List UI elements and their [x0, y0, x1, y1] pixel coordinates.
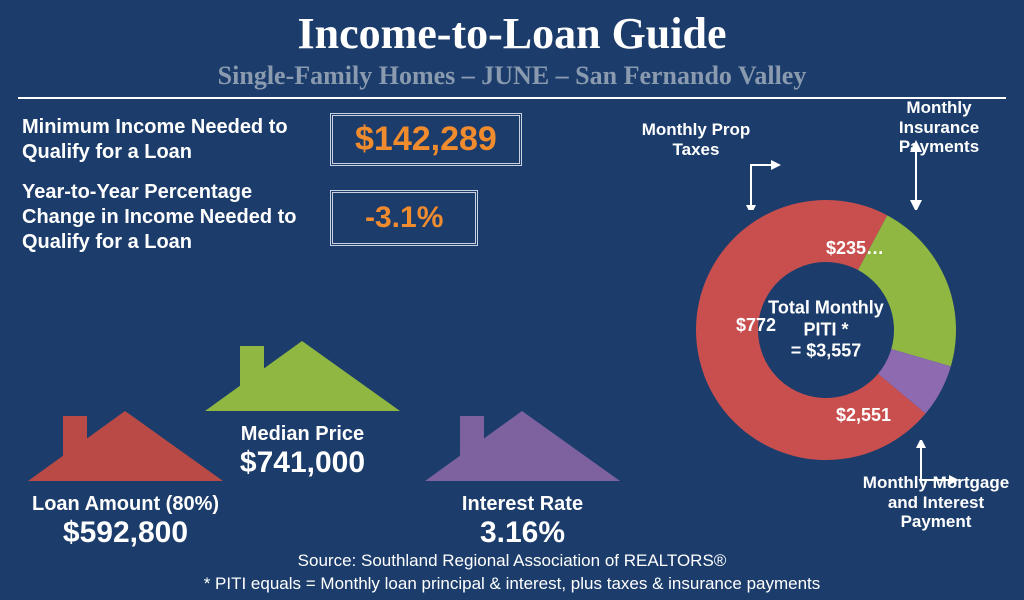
footer-source: Source: Southland Regional Association o…: [0, 550, 1024, 573]
donut-center-title: Total Monthly PITI *: [761, 298, 891, 341]
callout-insurance: Monthly Insurance Payments: [864, 98, 1014, 157]
yoy-label: Year-to-Year Percentage Change in Income…: [22, 180, 312, 255]
slice-label-taxes: $772: [736, 315, 776, 336]
min-income-label: Minimum Income Needed to Qualify for a L…: [22, 115, 312, 165]
yoy-value: -3.1%: [330, 190, 478, 246]
house-median: Median Price $741,000: [185, 341, 420, 480]
house-median-value: $741,000: [185, 446, 420, 480]
slice-label-insurance: $235…: [826, 238, 884, 259]
houses-row: Loan Amount (80%) $592,800 Median Price …: [0, 290, 680, 550]
house-rate-value: 3.16%: [405, 516, 640, 550]
donut-chart-area: Monthly Prop Taxes Monthly Insurance Pay…: [666, 110, 1006, 530]
page-subtitle: Single-Family Homes – JUNE – San Fernand…: [0, 59, 1024, 91]
page-title: Income-to-Loan Guide: [0, 0, 1024, 59]
house-loan-label: Loan Amount (80%): [8, 493, 243, 516]
donut-chart: Total Monthly PITI * = $3,557 $772 $235……: [696, 200, 956, 460]
footer-note: * PITI equals = Monthly loan principal &…: [0, 573, 1024, 596]
donut-center-value: = $3,557: [761, 341, 891, 363]
footer: Source: Southland Regional Association o…: [0, 550, 1024, 596]
house-median-label: Median Price: [185, 423, 420, 446]
callout-taxes: Monthly Prop Taxes: [636, 120, 756, 159]
arrow-icon: [916, 440, 966, 490]
house-rate: Interest Rate 3.16%: [405, 411, 640, 550]
divider: [18, 97, 1006, 99]
house-loan-value: $592,800: [8, 516, 243, 550]
house-rate-label: Interest Rate: [405, 493, 640, 516]
slice-label-mortgage: $2,551: [836, 405, 891, 426]
donut-center: Total Monthly PITI * = $3,557: [761, 298, 891, 363]
min-income-value: $142,289: [330, 113, 522, 166]
